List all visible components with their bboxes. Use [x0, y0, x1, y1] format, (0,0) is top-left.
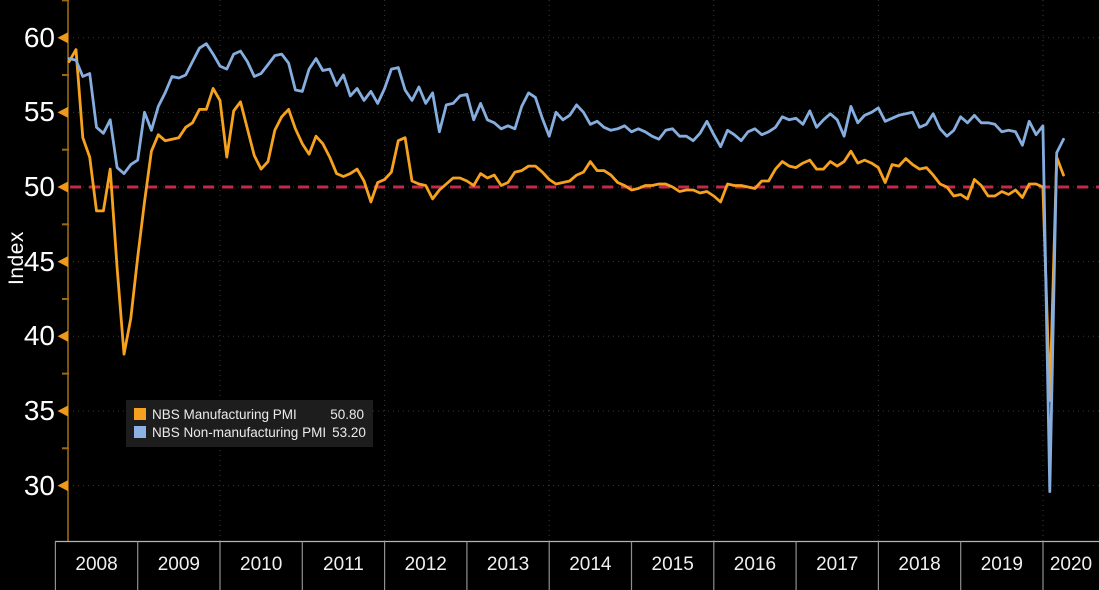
- x-year-label-2020: 2020: [1049, 554, 1093, 575]
- x-year-label-2017: 2017: [816, 554, 859, 575]
- y-major-tick-arrow: [57, 106, 68, 118]
- line-non-manufacturing-pmi: [67, 42, 1065, 494]
- legend-value-manufacturing: 50.80: [330, 406, 364, 422]
- x-year-label-2009: 2009: [157, 554, 200, 575]
- y-major-tick-arrow: [57, 330, 68, 342]
- y-tick-label: 35: [23, 394, 55, 426]
- legend-item-manufacturing[interactable]: NBS Manufacturing PMI 50.80: [134, 405, 364, 423]
- x-year-label-2012: 2012: [404, 554, 447, 575]
- x-year-label-2014: 2014: [569, 554, 612, 575]
- x-year-label-2015: 2015: [651, 554, 694, 575]
- y-tick-label: 30: [23, 469, 55, 501]
- y-major-tick-arrow: [57, 256, 68, 268]
- legend-item-non-manufacturing[interactable]: NBS Non-manufacturing PMI 53.20: [134, 423, 366, 441]
- x-year-label-2018: 2018: [898, 554, 941, 575]
- x-year-label-2011: 2011: [323, 554, 364, 575]
- legend-box: NBS Manufacturing PMI 50.80 NBS Non-manu…: [126, 400, 373, 447]
- y-tick-label: 60: [23, 21, 55, 53]
- y-tick-label: 50: [23, 171, 55, 202]
- y-major-tick-arrow: [57, 32, 68, 44]
- x-year-label-2008: 2008: [75, 554, 118, 575]
- x-year-label-2010: 2010: [240, 554, 283, 575]
- x-year-label-2013: 2013: [486, 554, 530, 575]
- legend-value-non-manufacturing: 53.20: [332, 424, 366, 440]
- y-major-tick-arrow: [57, 480, 68, 492]
- line-manufacturing-pmi: [67, 48, 1065, 402]
- legend-label-non-manufacturing: NBS Non-manufacturing PMI: [152, 424, 327, 440]
- x-year-label-2019: 2019: [980, 554, 1023, 575]
- x-year-label-2016: 2016: [733, 554, 777, 575]
- y-tick-label: 40: [23, 320, 55, 352]
- manufacturing-swatch-icon: [134, 408, 146, 420]
- y-tick-label: 55: [23, 96, 55, 128]
- y-tick-label: 45: [23, 245, 55, 277]
- y-major-tick-arrow: [57, 405, 68, 417]
- non-manufacturing-swatch-icon: [134, 426, 146, 438]
- y-major-tick-arrow: [57, 181, 68, 193]
- legend-label-manufacturing: NBS Manufacturing PMI: [152, 406, 297, 422]
